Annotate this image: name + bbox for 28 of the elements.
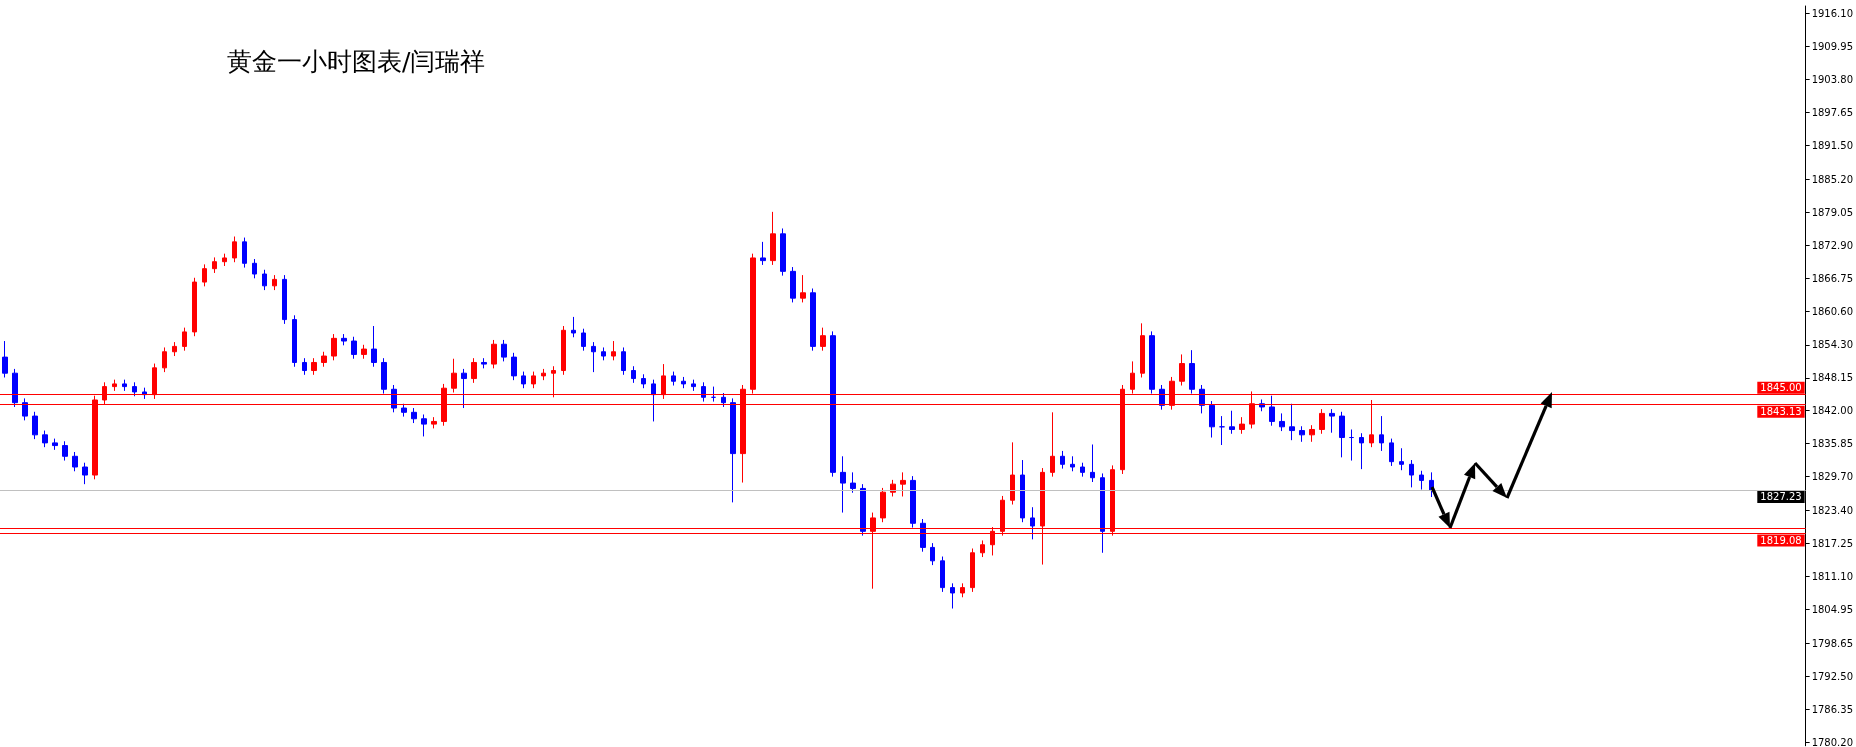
y-tick-label: 1854.30 (1811, 339, 1854, 351)
text: 黄金一小时图表/闫瑞祥 (227, 47, 486, 76)
y-tick-label: 1780.20 (1811, 736, 1854, 747)
y-tick-label: 1792.50 (1811, 670, 1854, 682)
y-tick-label: 1885.20 (1811, 173, 1854, 185)
y-tick-label: 1860.60 (1811, 305, 1854, 317)
y-tick-label: 1786.35 (1811, 703, 1854, 715)
y-tick-label: 1829.70 (1811, 471, 1854, 483)
y-tick-label: 1798.65 (1811, 637, 1854, 649)
y-tick-label: 1811.10 (1811, 570, 1854, 582)
y-tick-label: 1916.10 (1811, 8, 1854, 19)
y-tick-label: 1835.85 (1811, 438, 1854, 450)
y-tick-label: 1823.40 (1811, 504, 1854, 516)
y-tick-label: 1903.80 (1811, 73, 1854, 85)
y-tick-label: 1848.15 (1811, 372, 1854, 384)
y-tick-label: 1817.25 (1811, 537, 1854, 549)
y-tick-label: 1872.90 (1811, 239, 1854, 251)
ref-line-label: 1827.23 (1760, 491, 1802, 503)
y-tick-label: 1879.05 (1811, 206, 1854, 218)
y-tick-label: 1897.65 (1811, 106, 1854, 118)
y-tick-label: 1804.95 (1811, 603, 1854, 615)
ref-line-label: 1843.13 (1760, 406, 1802, 418)
y-tick-label: 1842.00 (1811, 405, 1854, 417)
y-tick-label: 1891.50 (1811, 139, 1854, 151)
y-tick-label: 1866.75 (1811, 272, 1854, 284)
ref-line-label: 1819.08 (1760, 535, 1802, 547)
y-tick-label: 1909.95 (1811, 40, 1854, 52)
ref-line-label: 1845.00 (1760, 382, 1802, 394)
